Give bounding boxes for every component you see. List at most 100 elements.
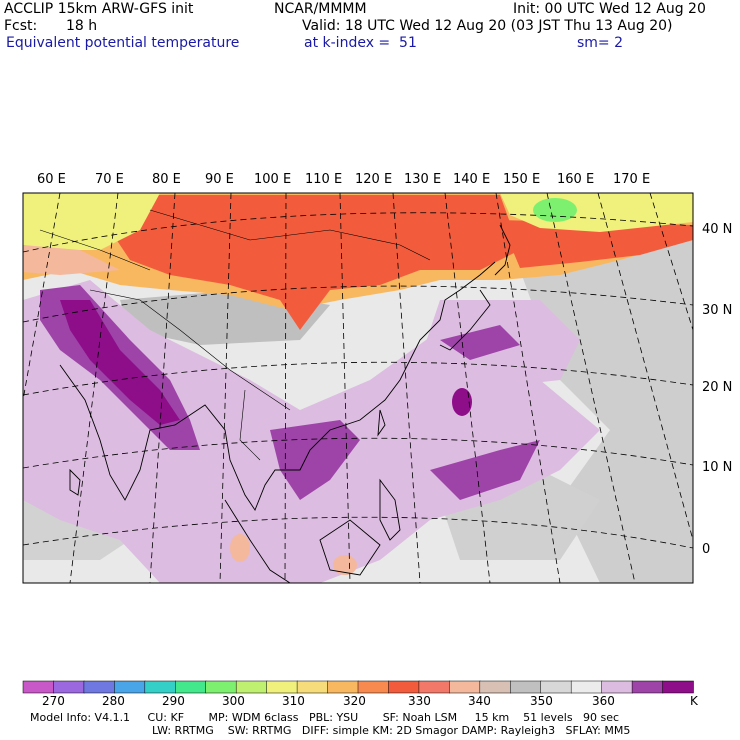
theta-green — [533, 198, 577, 222]
colorbar-label: 330 — [408, 694, 431, 708]
colorbar-label: 320 — [343, 694, 366, 708]
colorbar-label: 340 — [468, 694, 491, 708]
lon-label: 160 E — [557, 172, 595, 187]
colorbar-swatch — [418, 680, 451, 694]
colorbar-swatch — [53, 680, 85, 694]
coastline — [377, 409, 386, 437]
colorbar-swatch — [479, 680, 512, 694]
model-info-line1: Model Info: V4.1.1 CU: KF MP: WDM 6class… — [30, 711, 620, 724]
lon-label: 70 E — [95, 172, 124, 187]
colorbar-swatch — [357, 680, 390, 694]
lon-label: 140 E — [453, 172, 491, 187]
colorbar-swatch — [144, 680, 177, 694]
purple-dark — [60, 300, 180, 425]
field-name: Equivalent potential temperature — [6, 35, 240, 51]
theta-salmon — [23, 245, 120, 275]
colorbar-swatch — [570, 680, 603, 694]
colorbar-label: 300 — [222, 694, 245, 708]
lon-line — [23, 193, 61, 401]
colorbar-swatch — [83, 680, 116, 694]
lon-line — [546, 193, 636, 583]
theta-red — [500, 220, 693, 268]
purple-mid — [440, 325, 520, 360]
coastline — [319, 519, 381, 576]
colorbar-label: 280 — [102, 694, 125, 708]
lat-line-0 — [23, 516, 693, 549]
lon-label: 100 E — [254, 172, 292, 187]
colorbar-swatch — [175, 680, 207, 694]
colorbar-swatch — [662, 680, 694, 694]
lon-label: 80 E — [152, 172, 181, 187]
coastline — [59, 261, 496, 511]
border — [149, 209, 431, 261]
colorbar-label: 360 — [592, 694, 615, 708]
lat-label: 30 N — [702, 303, 733, 318]
valid-time: Valid: 18 UTC Wed 12 Aug 20 (03 JST Thu … — [302, 18, 673, 34]
coastline — [439, 289, 491, 351]
border — [89, 289, 291, 411]
model-info-line2: LW: RRTMG SW: RRTMG DIFF: simple KM: 2D … — [152, 724, 631, 737]
lon-label: 150 E — [503, 172, 541, 187]
smoothing-label: sm= 2 — [577, 35, 624, 51]
colorbar-swatch — [631, 680, 664, 694]
lon-line — [339, 193, 351, 583]
lat-label: 20 N — [702, 380, 733, 395]
colorbar-swatch — [205, 680, 237, 694]
fcst-value: 18 h — [66, 18, 98, 34]
colorbar-swatch — [388, 680, 420, 694]
coastline — [224, 499, 291, 583]
colorbar-swatch — [449, 680, 481, 694]
lon-line — [219, 193, 232, 583]
lon-line — [649, 193, 693, 331]
lat-line-10n — [23, 437, 693, 469]
purple-mid — [430, 440, 540, 500]
lat-label: 40 N — [702, 222, 733, 237]
lon-line — [392, 193, 421, 583]
lon-line — [444, 193, 491, 583]
lon-label: 130 E — [404, 172, 442, 187]
lat-line-20n — [23, 361, 693, 396]
theta-salmon — [333, 555, 357, 575]
colorbar-unit: K — [690, 694, 698, 708]
colorbar-swatch — [235, 680, 268, 694]
lat-line-40n — [23, 212, 693, 253]
colorbar-swatch — [540, 680, 572, 694]
colorbar-label: 310 — [282, 694, 305, 708]
lon-label: 60 E — [37, 172, 66, 187]
theta-salmon — [230, 534, 250, 562]
level-label: at k-index = 51 — [304, 35, 417, 51]
colorbar-swatch — [266, 680, 298, 694]
colorbar-label: 290 — [162, 694, 185, 708]
lon-label: 170 E — [613, 172, 651, 187]
border — [39, 229, 151, 271]
org-label: NCAR/MMMM — [274, 1, 367, 17]
colorbar-swatch — [510, 680, 542, 694]
lon-line — [495, 193, 561, 583]
lon-label: 120 E — [355, 172, 393, 187]
lat-label: 10 N — [702, 460, 733, 475]
purple-dark — [452, 388, 472, 416]
colorbar-swatch — [601, 680, 633, 694]
lon-label: 110 E — [305, 172, 343, 187]
fcst-label: Fcst: — [4, 18, 38, 34]
lon-line — [149, 193, 176, 583]
coastline — [494, 224, 511, 276]
lat-line-30n — [23, 285, 693, 323]
coastline — [69, 468, 81, 496]
lon-label: 90 E — [205, 172, 234, 187]
plot-frame — [22, 192, 694, 584]
lon-line — [69, 193, 119, 583]
colorbar-swatch — [114, 680, 146, 694]
colorbar-label: 270 — [42, 694, 65, 708]
border — [239, 389, 261, 461]
lat-label: 0 — [702, 542, 711, 557]
colorbar-swatch — [22, 680, 55, 694]
lon-line — [284, 193, 287, 583]
colorbar-label: 350 — [530, 694, 553, 708]
colorbar — [22, 680, 694, 694]
colorbar-swatch — [327, 680, 359, 694]
model-title: ACCLIP 15km ARW-GFS init — [4, 1, 194, 17]
colorbar-swatch — [296, 680, 329, 694]
init-time: Init: 00 UTC Wed 12 Aug 20 — [513, 1, 706, 17]
